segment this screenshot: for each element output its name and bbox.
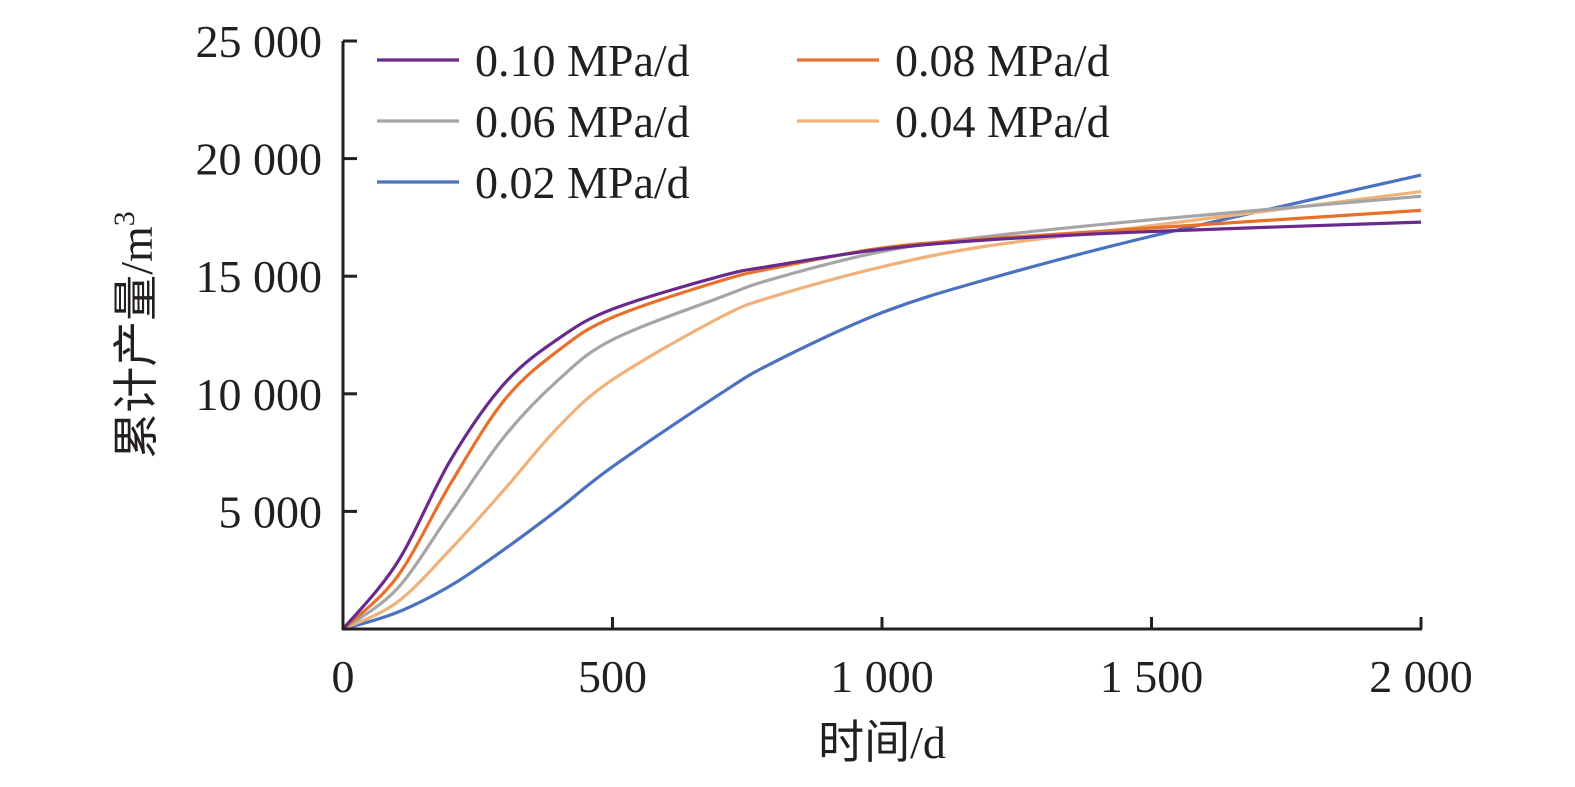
x-tick-label: 2 000 [1369,651,1473,702]
series-line-0-08-MPa-d [341,208,1422,631]
y-axis-label-superscript: 3 [108,211,141,226]
series-lines [341,173,1422,631]
y-tick-label: 10 000 [196,369,323,420]
y-tick-label: 15 000 [196,251,323,302]
x-tick-label: 1 000 [830,651,934,702]
x-ticks: 0 500 1 000 1 500 2 000 [332,617,1473,702]
series-line-0-02-MPa-d [342,173,1422,631]
series-line-0-06-MPa-d [342,194,1422,631]
x-tick-label: 500 [578,651,647,702]
y-axis-label: 累计产量/m3 [108,211,162,459]
legend-item: 0.04 MPa/d [797,96,1110,147]
y-tick-label: 20 000 [196,134,323,185]
legend-item: 0.02 MPa/d [377,157,690,208]
x-tick-label: 1 500 [1100,651,1204,702]
svg-text:累计产量/m3: 累计产量/m3 [108,211,162,459]
legend-item: 0.08 MPa/d [797,35,1110,86]
y-axis-label-text: 累计产量/m [111,226,162,459]
series-line-0-10-MPa-d [341,220,1422,631]
legend-item: 0.06 MPa/d [377,96,690,147]
legend-item: 0.10 MPa/d [377,35,690,86]
x-tick-label: 0 [332,651,355,702]
y-ticks: 5 000 10 000 15 000 20 000 25 000 [196,16,357,537]
legend-label: 0.10 MPa/d [475,35,690,86]
legend-label: 0.04 MPa/d [895,96,1110,147]
legend: 0.10 MPa/d 0.08 MPa/d 0.06 MPa/d 0.04 MPa/d… [377,35,1110,208]
y-tick-label: 5 000 [219,486,323,537]
y-tick-label: 25 000 [196,16,323,67]
legend-label: 0.02 MPa/d [475,157,690,208]
series-line-0-04-MPa-d [342,189,1422,631]
legend-label: 0.08 MPa/d [895,35,1110,86]
x-axis-label: 时间/d [818,717,946,768]
legend-label: 0.06 MPa/d [475,96,690,147]
